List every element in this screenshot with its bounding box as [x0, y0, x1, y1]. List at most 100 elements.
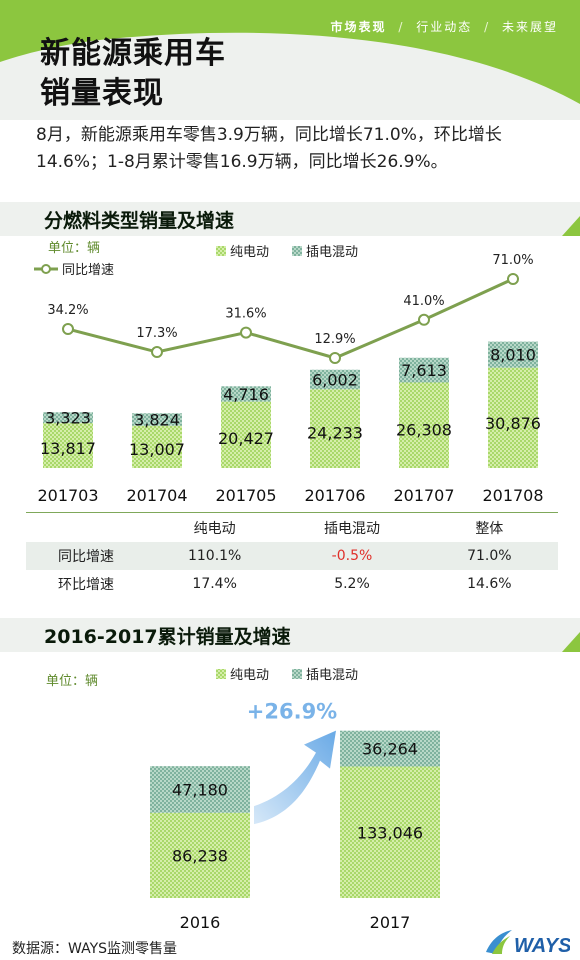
bar-label-phev: 47,180 [172, 780, 228, 799]
nav-separator: / [484, 20, 491, 34]
section-title: 分燃料类型销量及增速 [44, 210, 235, 232]
bar-label-bev: 30,876 [485, 414, 541, 433]
yoy-point [507, 273, 519, 285]
bar-label-phev: 4,716 [223, 385, 269, 404]
nav-separator: / [398, 20, 405, 34]
table-row: 同比增速 110.1% -0.5% 71.0% [26, 542, 558, 570]
legend-label-yoy: 同比增速 [62, 263, 114, 278]
unit-label: 单位：辆 [48, 241, 100, 256]
bar-label-bev: 13,007 [129, 440, 185, 459]
legend-swatch-phev [292, 669, 302, 679]
bar-phev [399, 357, 449, 383]
summary-text: 8月，新能源乘用车零售3.9万辆，同比增长71.0%，环比增长14.6%；1-8… [0, 120, 580, 202]
table-header-row: 纯电动 插电混动 整体 [26, 512, 558, 542]
section-bar-cumulative: 2016-2017累计销量及增速 [0, 618, 580, 652]
bar-bev [221, 401, 271, 468]
legend-marker-yoy [41, 264, 51, 274]
growth-label: +26.9% [247, 700, 337, 724]
table-row-label: 环比增速 [58, 577, 114, 593]
table-header-cell: 整体 [475, 520, 504, 537]
bar-label-bev: 20,427 [218, 429, 274, 448]
yoy-label: 12.9% [314, 332, 355, 347]
bar-label-phev: 6,002 [312, 370, 358, 389]
section-tab-icon [562, 202, 580, 236]
table-row-label: 同比增速 [58, 549, 114, 565]
legend-swatch-bev [216, 246, 226, 256]
section-bar-fuel-type: 分燃料类型销量及增速 [0, 202, 580, 236]
page-title: 新能源乘用车 销量表现 [40, 34, 226, 114]
table-header-cell: 纯电动 [193, 520, 236, 537]
yoy-point [62, 323, 74, 336]
chart-cumulative-sales: 单位：辆 纯电动 插电混动 86,238 47,180 2016 133,046 36,264… [46, 668, 440, 932]
x-tick-label: 201708 [482, 486, 543, 505]
table-cell: 110.1% [187, 548, 242, 564]
x-tick-label: 201705 [215, 486, 276, 505]
bar-label-bev: 133,046 [357, 823, 423, 842]
yoy-label: 41.0% [403, 294, 444, 309]
yoy-point [418, 313, 430, 326]
legend-label-bev: 纯电动 [230, 668, 269, 683]
table-cell: 17.4% [192, 576, 237, 592]
x-tick-label: 2016 [180, 913, 221, 932]
bar-phev [150, 766, 250, 813]
bar-label-phev: 7,613 [401, 361, 447, 380]
section-tab-icon [562, 618, 580, 652]
bar-bev [340, 766, 440, 898]
legend-label-phev: 插电混动 [306, 245, 358, 260]
x-tick-label: 2017 [370, 913, 411, 932]
yoy-label: 31.6% [225, 307, 266, 322]
yoy-point [329, 352, 341, 364]
bar-label-bev: 24,233 [307, 424, 363, 443]
legend-swatch-phev [292, 246, 302, 256]
yoy-point [151, 346, 163, 359]
yoy-line [67, 277, 514, 360]
table-row: 环比增速 17.4% 5.2% 14.6% [26, 570, 558, 598]
legend-label-bev: 纯电动 [230, 245, 269, 260]
x-tick-label: 201707 [393, 486, 454, 505]
bar-bev [488, 367, 538, 468]
bar-bev [310, 389, 360, 468]
bar-phev [488, 341, 538, 368]
legend-label-phev: 插电混动 [306, 668, 358, 683]
nav-item-market[interactable]: 市场表现 [330, 20, 387, 34]
bar-phev [221, 386, 271, 402]
table-cell: 14.6% [467, 576, 512, 592]
bar-phev [340, 730, 440, 767]
table-cell-negative: -0.5% [331, 548, 373, 564]
bar-phev [310, 369, 360, 390]
bar-bev [150, 812, 250, 898]
bar-bev [399, 382, 449, 468]
bar-bev [43, 423, 93, 468]
nav-item-outlook[interactable]: 未来展望 [501, 20, 558, 34]
bar-bev [132, 425, 182, 468]
bar-label-phev: 8,010 [490, 346, 536, 365]
bar-phev [43, 412, 93, 424]
header-swoosh [0, 0, 580, 104]
yoy-point [240, 326, 252, 339]
unit-label: 单位：辆 [46, 674, 98, 689]
legend-swatch-bev [216, 669, 226, 679]
table-cell: 5.2% [334, 576, 370, 592]
table-header-cell: 插电混动 [323, 520, 380, 537]
yoy-label: 34.2% [47, 303, 88, 318]
yoy-label: 17.3% [136, 326, 177, 341]
bar-label-bev: 86,238 [172, 846, 228, 865]
page-title-line2: 销量表现 [40, 76, 164, 111]
yoy-label: 71.0% [492, 253, 533, 268]
bar-phev [132, 413, 182, 426]
bar-label-phev: 3,824 [134, 411, 180, 430]
ways-logo-text: WAYS [514, 935, 570, 956]
page-title-line1: 新能源乘用车 [40, 36, 226, 71]
growth-arrow-icon [254, 730, 336, 825]
x-tick-label: 201706 [304, 486, 365, 505]
bar-label-phev: 36,264 [362, 740, 418, 759]
table-cell: 71.0% [467, 548, 512, 564]
nav-item-industry[interactable]: 行业动态 [416, 20, 473, 34]
x-tick-label: 201704 [126, 486, 187, 505]
x-tick-label: 201703 [37, 486, 98, 505]
header: 市场表现 / 行业动态 / 未来展望 新能源乘用车 销量表现 [0, 0, 580, 120]
bar-label-bev: 13,817 [40, 439, 96, 458]
bar-label-phev: 3,323 [45, 409, 91, 428]
section-title: 2016-2017累计销量及增速 [44, 626, 291, 648]
